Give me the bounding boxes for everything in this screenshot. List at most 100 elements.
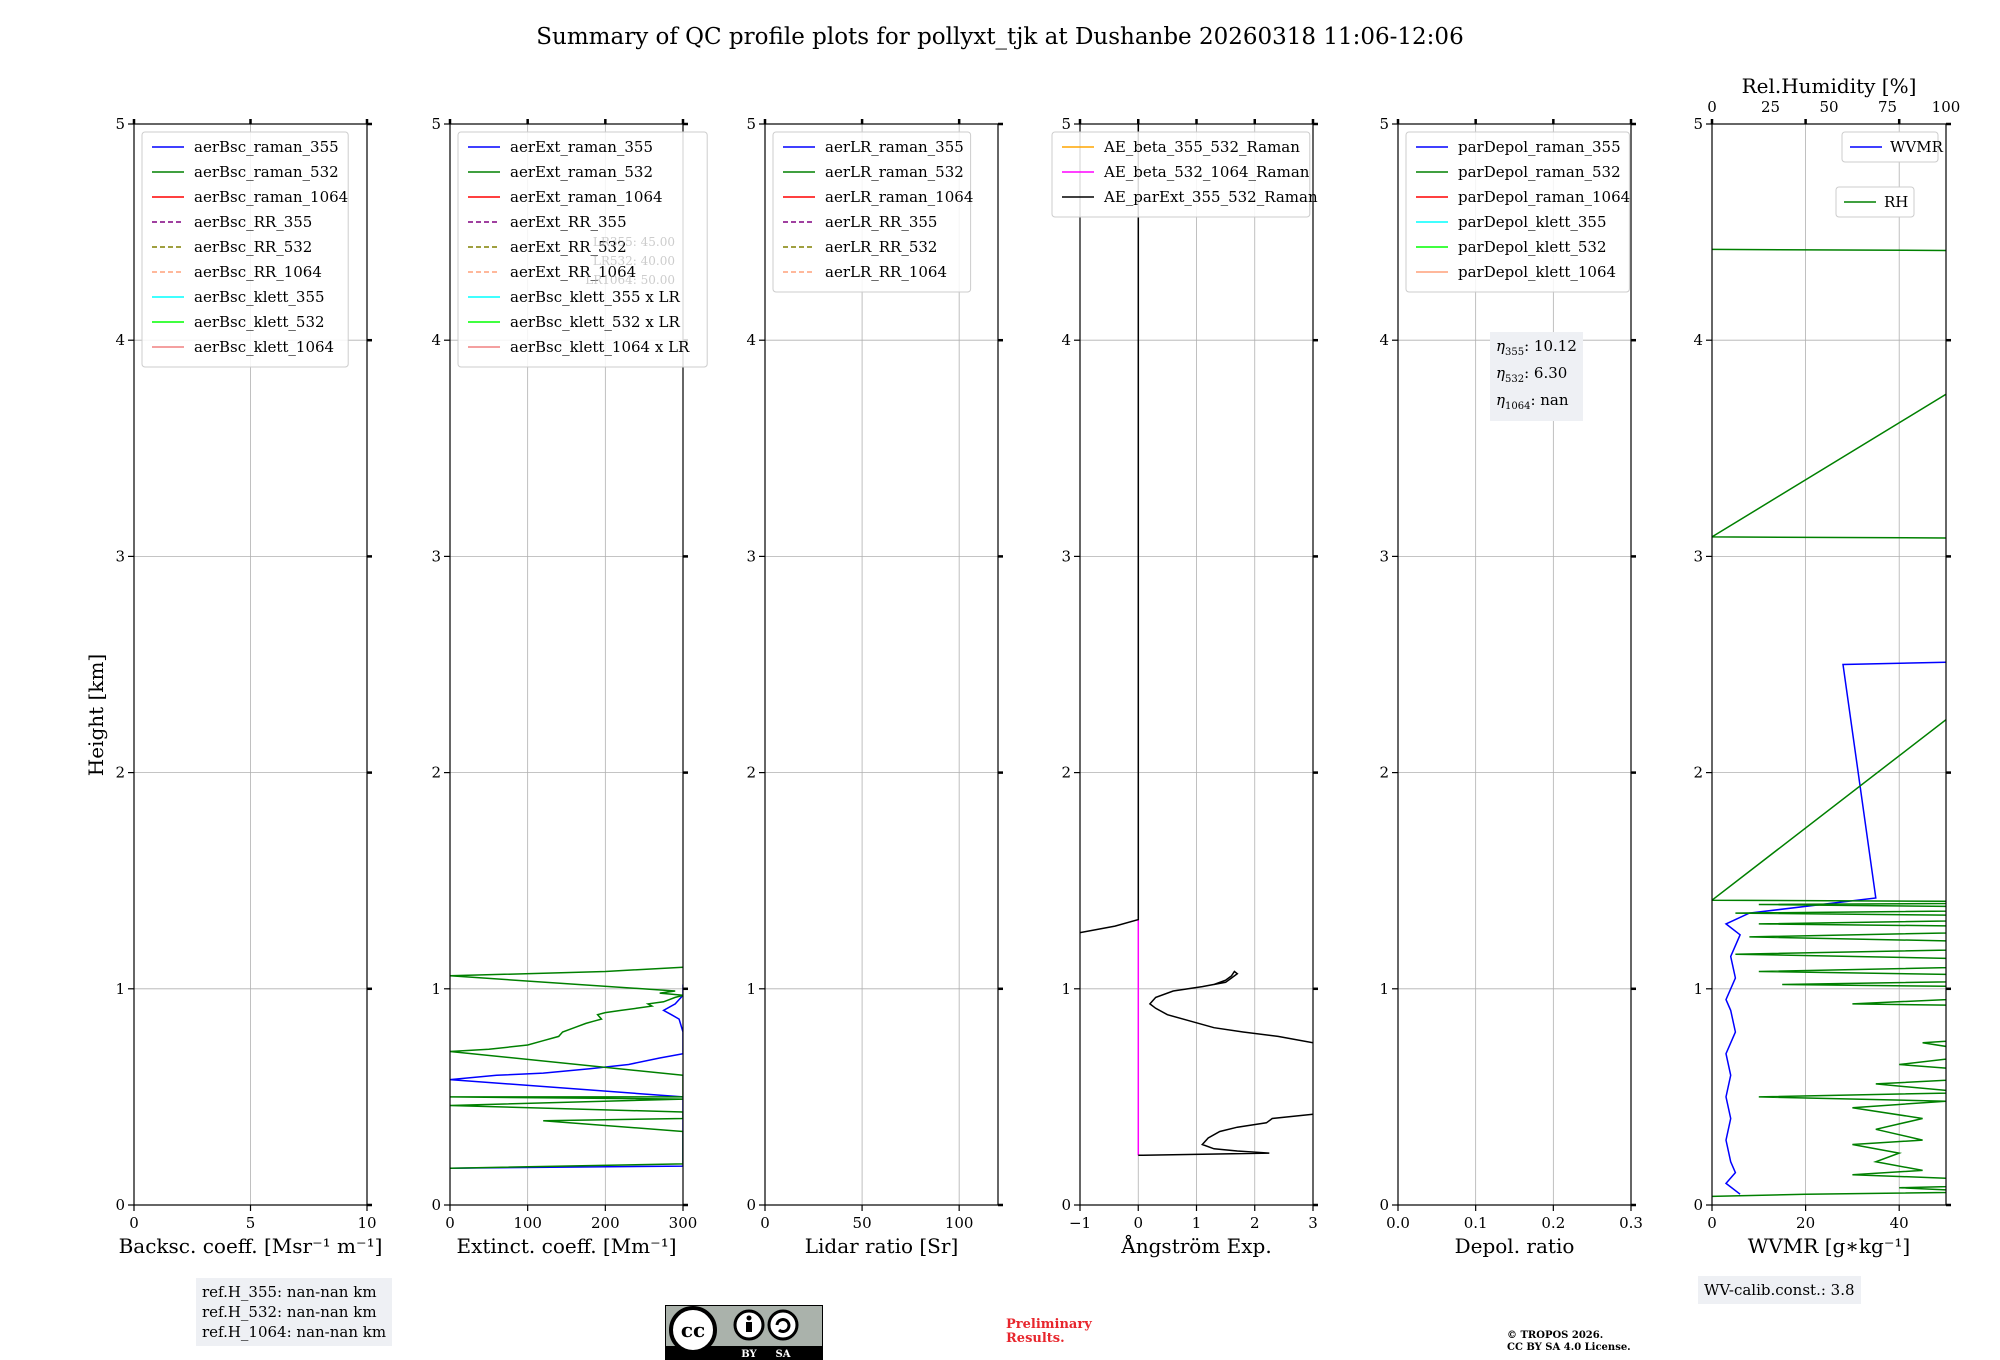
top-tick-label: 100 bbox=[1932, 98, 1961, 116]
y-tick-label: 0 bbox=[746, 1196, 756, 1214]
top-tick-label: 0 bbox=[1707, 98, 1717, 116]
y-tick-label: 1 bbox=[1061, 980, 1071, 998]
x-tick-label: 0 bbox=[1133, 1214, 1143, 1232]
y-tick-label: 5 bbox=[1379, 115, 1389, 133]
legend-label: aerBsc_klett_355 bbox=[194, 288, 325, 306]
legend-label: aerLR_RR_1064 bbox=[825, 263, 947, 281]
x-tick-label: 300 bbox=[669, 1214, 698, 1232]
x-tick-label: 0 bbox=[445, 1214, 455, 1232]
x-tick-label: 200 bbox=[591, 1214, 620, 1232]
axes-frame bbox=[449, 123, 684, 1206]
x-tick-label: −1 bbox=[1069, 1214, 1091, 1232]
legend-box bbox=[772, 131, 972, 293]
x-axis-label: Backsc. coeff. [Msr⁻¹ m⁻¹] bbox=[119, 1234, 383, 1258]
y-tick-label: 5 bbox=[431, 115, 441, 133]
y-tick-label: 3 bbox=[1061, 547, 1071, 565]
series-line-RH bbox=[1712, 248, 1946, 1198]
legend-label: parDepol_klett_355 bbox=[1458, 213, 1607, 231]
y-tick-label: 1 bbox=[115, 980, 125, 998]
x-tick-label: 2 bbox=[1250, 1214, 1260, 1232]
wv-calib-box: WV-calib.const.: 3.8 bbox=[1698, 1276, 1861, 1304]
legend-label: parDepol_klett_532 bbox=[1458, 238, 1607, 256]
axes-frame bbox=[764, 123, 999, 1206]
svg-text:cc: cc bbox=[681, 1318, 705, 1342]
legend: AE_beta_355_532_Raman AE_beta_532_1064_Ra… bbox=[1051, 131, 1318, 218]
legend-label: aerLR_RR_355 bbox=[825, 213, 937, 231]
ref-height-355: ref.H_355: nan-nan km bbox=[202, 1283, 377, 1301]
y-tick-label: 1 bbox=[1379, 980, 1389, 998]
x-tick-label: 40 bbox=[1890, 1214, 1909, 1232]
legend-label: RH bbox=[1884, 193, 1908, 211]
eta-355: η355: 10.12 bbox=[1496, 337, 1577, 358]
legend-label: aerLR_RR_532 bbox=[825, 238, 937, 256]
series-line-AE_parExt_355_532_Raman_b bbox=[1080, 124, 1140, 934]
legend-label: aerBsc_RR_1064 bbox=[194, 263, 322, 281]
legend-box bbox=[1051, 131, 1311, 218]
y-axis-label: Height [km] bbox=[84, 654, 108, 776]
lr-overlay-text: LR532: 40.00 bbox=[593, 254, 675, 268]
x-tick-label: 0 bbox=[1707, 1214, 1717, 1232]
legend-box bbox=[457, 131, 708, 368]
x-tick-label: 0.2 bbox=[1541, 1214, 1565, 1232]
y-tick-label: 3 bbox=[115, 547, 125, 565]
lr-overlay-text: LR1064: 50.00 bbox=[585, 273, 675, 287]
legend-label: WVMR bbox=[1890, 138, 1944, 156]
legend-label: parDepol_raman_1064 bbox=[1458, 188, 1630, 206]
copyright-note: © TROPOS 2026. CC BY SA 4.0 License. bbox=[1507, 1330, 1631, 1353]
legend: aerLR_raman_355 aerLR_raman_532 aerLR_rama… bbox=[772, 131, 973, 293]
lr-overlay: LR355: 45.00 LR532: 40.00 LR1064: 50.00 bbox=[585, 235, 675, 287]
y-tick-label: 3 bbox=[1693, 547, 1703, 565]
axes-frame bbox=[1397, 123, 1632, 1206]
legend-label: parDepol_klett_1064 bbox=[1458, 263, 1616, 281]
legend-label: aerExt_raman_355 bbox=[510, 138, 653, 156]
legend-label: aerBsc_klett_1064 x LR bbox=[510, 338, 690, 356]
lr-overlay-text: LR355: 45.00 bbox=[593, 235, 675, 249]
x-tick-label: 3 bbox=[1308, 1214, 1318, 1232]
eta-box: η355: 10.12 η532: 6.30 η1064: nan bbox=[1490, 332, 1583, 421]
y-tick-label: 4 bbox=[1061, 331, 1071, 349]
legend-label: AE_beta_532_1064_Raman bbox=[1103, 163, 1310, 181]
legend-label: AE_beta_355_532_Raman bbox=[1103, 138, 1300, 156]
legend: aerBsc_raman_355 aerBsc_raman_532 aerBsc_r… bbox=[141, 131, 349, 368]
y-tick-label: 4 bbox=[1693, 331, 1703, 349]
legend-label: aerExt_raman_1064 bbox=[510, 188, 663, 206]
y-tick-label: 2 bbox=[746, 764, 756, 782]
legend-label: aerBsc_RR_355 bbox=[194, 213, 312, 231]
x-axis-label: WVMR [g∗kg⁻¹] bbox=[1748, 1234, 1910, 1258]
y-tick-label: 2 bbox=[1693, 764, 1703, 782]
y-tick-label: 5 bbox=[1061, 115, 1071, 133]
y-tick-label: 0 bbox=[431, 1196, 441, 1214]
legend: parDepol_raman_355 parDepol_raman_532 parD… bbox=[1405, 131, 1630, 293]
top-tick-label: 50 bbox=[1819, 98, 1838, 116]
axes-frame bbox=[1711, 123, 1947, 1206]
y-tick-label: 3 bbox=[431, 547, 441, 565]
legend-label: aerBsc_klett_532 x LR bbox=[510, 313, 681, 331]
legend-label: AE_parExt_355_532_Raman bbox=[1103, 188, 1318, 206]
panel-2: 0 1 2 3 4 5 0 100 200 300 Extinct. coeff. [Mm⁻¹] ae… bbox=[431, 115, 708, 1258]
legend-label: aerBsc_klett_355 x LR bbox=[510, 288, 681, 306]
x-axis-label: Ångström Exp. bbox=[1120, 1233, 1271, 1258]
y-tick-label: 3 bbox=[1379, 547, 1389, 565]
reference-height-box: ref.H_355: nan-nan km ref.H_532: nan-nan… bbox=[196, 1278, 393, 1346]
y-tick-label: 2 bbox=[1061, 764, 1071, 782]
x-tick-label: 20 bbox=[1796, 1214, 1815, 1232]
legend-label: aerLR_raman_1064 bbox=[825, 188, 973, 206]
legend-label: aerLR_raman_532 bbox=[825, 163, 964, 181]
top-tick-label: 25 bbox=[1761, 98, 1780, 116]
legend-label: aerBsc_raman_532 bbox=[194, 163, 339, 181]
legend-label: aerBsc_klett_532 bbox=[194, 313, 325, 331]
preliminary-note: Preliminary Results. bbox=[1006, 1317, 1092, 1346]
y-tick-label: 1 bbox=[1693, 980, 1703, 998]
legend: aerExt_raman_355 aerExt_raman_532 aerExt_r… bbox=[457, 131, 708, 368]
y-tick-label: 3 bbox=[746, 547, 756, 565]
wv-calib-text: WV-calib.const.: 3.8 bbox=[1704, 1281, 1855, 1299]
y-tick-label: 5 bbox=[115, 115, 125, 133]
legend-label: parDepol_raman_355 bbox=[1458, 138, 1621, 156]
series-group bbox=[450, 966, 683, 1169]
ref-height-1064: ref.H_1064: nan-nan km bbox=[202, 1323, 387, 1341]
y-tick-label: 4 bbox=[746, 331, 756, 349]
